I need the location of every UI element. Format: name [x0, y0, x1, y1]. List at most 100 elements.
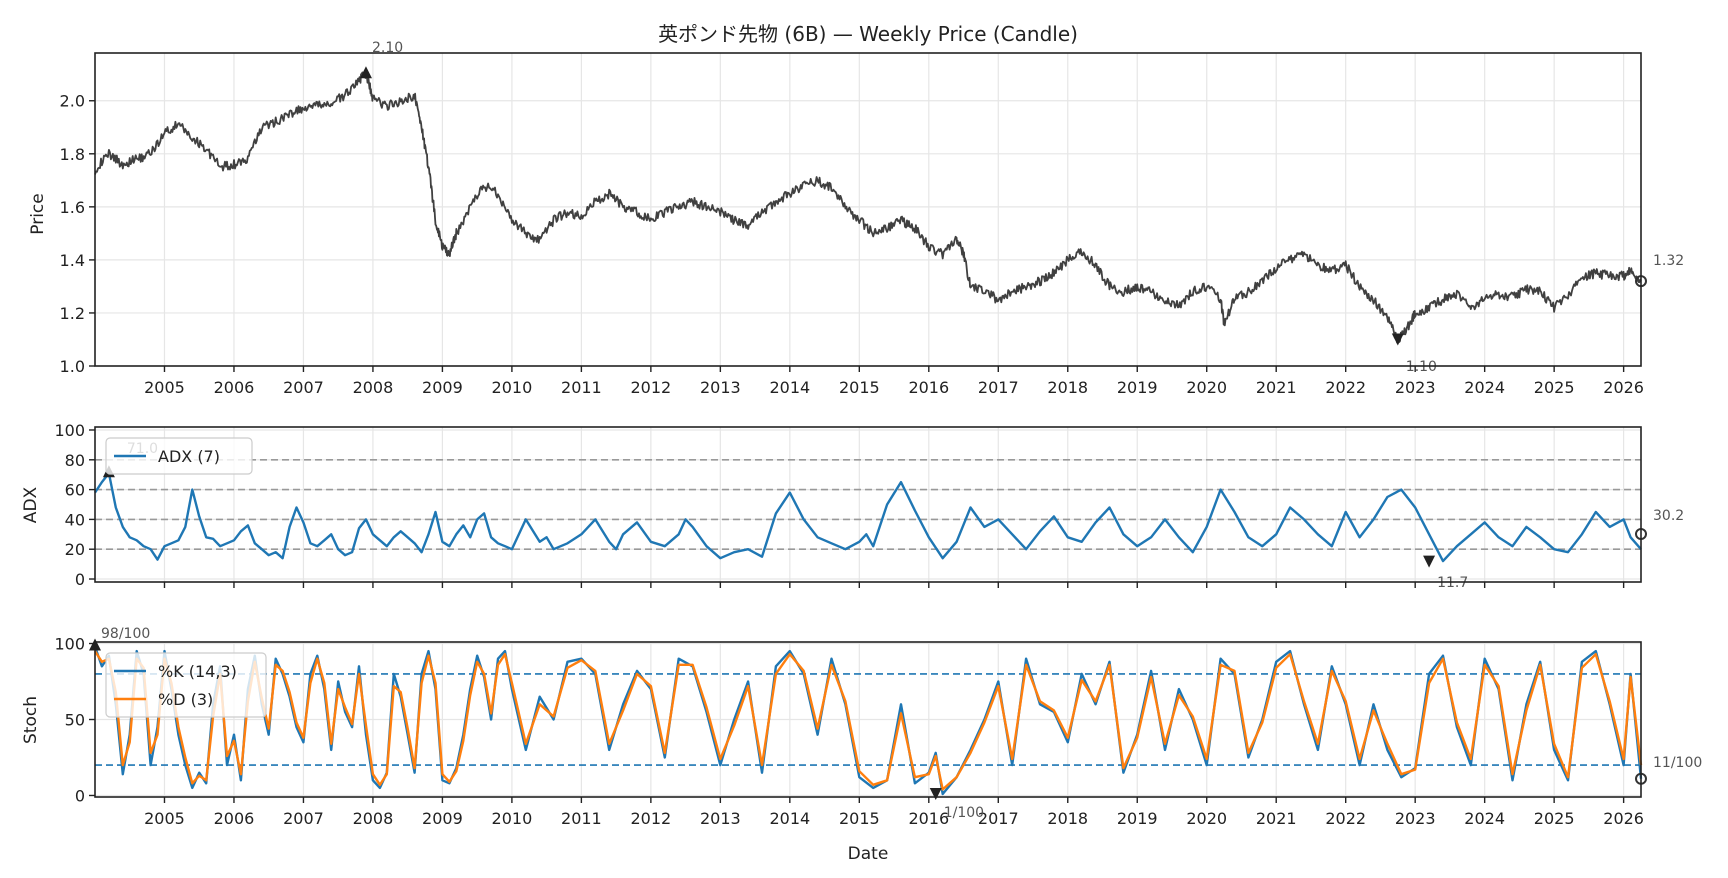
adx-x-ticks	[163, 582, 1625, 588]
x-tick-label: 2019	[1117, 809, 1158, 828]
last-value-label: 11/100	[1653, 755, 1702, 771]
x-tick-label: 2022	[1325, 809, 1366, 828]
y-tick-label: 100	[54, 635, 85, 654]
stoch-reference-lines	[95, 673, 1641, 766]
price-panel: 1.01.21.41.61.82.0 2005 2006 2007 2008 2009 2…	[28, 40, 1684, 397]
y-tick-label: 100	[54, 421, 85, 440]
x-tick-label: 2024	[1464, 378, 1505, 397]
adx-grid	[95, 427, 1641, 582]
x-tick-label: 2013	[700, 378, 741, 397]
x-tick-label: 2015	[839, 378, 880, 397]
min-marker	[929, 787, 942, 800]
y-tick-label: 20	[65, 540, 85, 559]
x-tick-label: 2014	[769, 809, 810, 828]
price-y-label: Price	[28, 193, 48, 234]
legend-label: %K (14,3)	[158, 662, 237, 681]
adx-y-ticks: 0 20 40 60 80 100	[54, 421, 95, 589]
y-tick-label: 60	[65, 481, 85, 500]
stoch-marks	[93, 646, 1643, 796]
x-tick-label: 2021	[1256, 809, 1297, 828]
x-tick-label: 2006	[214, 378, 255, 397]
x-tick-label: 2007	[283, 809, 324, 828]
y-tick-label: 50	[65, 711, 85, 730]
legend-label: ADX (7)	[158, 447, 220, 466]
stoch-x-ticks: 2005 2006 2007 2008 2009 2010 2011 2012 2013 2014…	[144, 797, 1644, 828]
x-tick-label: 2017	[978, 378, 1019, 397]
x-tick-label: 2008	[353, 378, 394, 397]
min-label: 1.10	[1406, 359, 1437, 375]
stoch-legend: %K (14,3) %D (3)	[105, 652, 267, 718]
series-line-adx-7-	[93, 472, 1642, 563]
adx-legend: ADX (7)	[105, 437, 253, 475]
x-tick-label: 2005	[144, 378, 185, 397]
x-tick-label: 2008	[353, 809, 394, 828]
x-tick-label: 2026	[1603, 809, 1644, 828]
chart-title: 英ポンド先物 (6B) — Weekly Price (Candle)	[658, 22, 1078, 46]
price-annotations: 2.10 1.10 1.32	[359, 40, 1684, 375]
x-axis-label: Date	[848, 844, 889, 864]
x-tick-label: 2005	[144, 809, 185, 828]
stoch-axes-frame	[94, 641, 1642, 798]
x-tick-label: 2026	[1603, 378, 1644, 397]
y-tick-label: 1.2	[60, 304, 85, 323]
min-label: 1/100	[944, 805, 984, 821]
y-tick-label: 0	[75, 786, 85, 805]
price-grid	[95, 53, 1641, 367]
y-tick-label: 2.0	[60, 92, 85, 111]
x-tick-label: 2014	[769, 378, 810, 397]
adx-y-label: ADX	[21, 486, 41, 523]
stoch-y-label: Stoch	[21, 696, 41, 744]
x-tick-label: 2011	[561, 809, 602, 828]
x-tick-label: 2025	[1534, 809, 1575, 828]
x-tick-label: 2018	[1047, 809, 1088, 828]
legend-box	[105, 652, 267, 718]
adx-marks	[93, 472, 1642, 563]
x-tick-label: 2021	[1256, 378, 1297, 397]
x-tick-label: 2018	[1047, 378, 1088, 397]
min-label: 11.7	[1437, 575, 1468, 591]
x-tick-label: 2012	[631, 378, 672, 397]
y-tick-label: 1.4	[60, 251, 85, 270]
legend-label: %D (3)	[158, 690, 213, 709]
x-tick-label: 2023	[1395, 809, 1436, 828]
min-marker	[1423, 555, 1436, 568]
x-tick-label: 2024	[1464, 809, 1505, 828]
adx-axes-frame	[94, 426, 1642, 583]
max-label: 2.10	[372, 40, 403, 56]
price-x-ticks: 2005 2006 2007 2008 2009 2010 2011 2012 2013 2014…	[144, 366, 1644, 397]
x-tick-label: 2019	[1117, 378, 1158, 397]
y-tick-label: 80	[65, 451, 85, 470]
x-tick-label: 2012	[631, 809, 672, 828]
x-tick-label: 2016	[908, 378, 949, 397]
x-tick-label: 2023	[1395, 378, 1436, 397]
y-tick-label: 1.8	[60, 145, 85, 164]
y-tick-label: 1.0	[60, 357, 85, 376]
x-tick-label: 2007	[283, 378, 324, 397]
min-marker	[1391, 333, 1404, 346]
x-tick-label: 2006	[214, 809, 255, 828]
x-tick-label: 2010	[492, 809, 533, 828]
x-tick-label: 2020	[1186, 378, 1227, 397]
x-tick-label: 2011	[561, 378, 602, 397]
price-axes-frame	[94, 52, 1642, 367]
x-tick-label: 2016	[908, 809, 949, 828]
x-tick-label: 2017	[978, 809, 1019, 828]
x-tick-label: 2009	[422, 809, 463, 828]
x-tick-label: 2013	[700, 809, 741, 828]
x-tick-label: 2009	[422, 378, 463, 397]
legend-box	[105, 437, 253, 475]
max-marker	[359, 66, 372, 79]
x-tick-label: 2025	[1534, 378, 1575, 397]
price-y-ticks: 1.0 1.2 1.4 1.6 1.8 2.0	[60, 92, 95, 376]
stoch-y-ticks: 0 50 100	[54, 635, 95, 805]
y-tick-label: 1.6	[60, 198, 85, 217]
x-tick-label: 2010	[492, 378, 533, 397]
stoch-annotations: 98/100 1/100 11/100	[89, 626, 1702, 821]
max-label: 98/100	[101, 626, 150, 642]
y-tick-label: 0	[75, 570, 85, 589]
y-tick-label: 40	[65, 510, 85, 529]
last-value-label: 30.2	[1653, 508, 1684, 524]
